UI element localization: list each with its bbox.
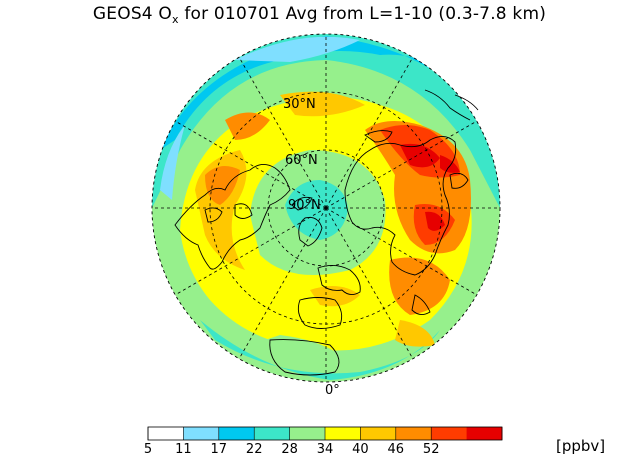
colorbar-swatch — [431, 427, 468, 440]
polar-ozone-map: 30°N 60°N 90°N 0° — [151, 33, 501, 398]
map-boundary — [151, 33, 501, 383]
colorbar-swatch — [218, 427, 255, 440]
units-label: [ppbv] — [556, 437, 606, 455]
colorbar-tick-label: 28 — [281, 442, 298, 457]
colorbar-swatch — [254, 427, 291, 440]
colorbar-tick-label: 40 — [352, 442, 369, 457]
colorbar-swatch — [395, 427, 432, 440]
colorbar-swatch — [289, 427, 326, 440]
lat-label-30: 30°N — [283, 97, 316, 112]
colorbar-swatch — [360, 427, 397, 440]
coastlines — [174, 89, 479, 376]
map-title: GEOS4 Ox for 010701 Avg from L=1-10 (0.3… — [92, 4, 547, 26]
colorbar-tick-label: 52 — [423, 442, 440, 457]
colorbar-swatch — [325, 427, 361, 440]
ozone-field — [152, 34, 500, 382]
meridians — [152, 34, 500, 382]
colorbar-swatch — [148, 427, 184, 440]
colorbar-tick-label: 11 — [175, 442, 192, 457]
colorbar-ticks: 5 11 17 22 28 34 40 46 52 — [144, 427, 440, 457]
colorbar-tick-label: 34 — [317, 442, 334, 457]
colorbar-tick-label: 22 — [246, 442, 263, 457]
colorbar-tick-label: 17 — [211, 442, 228, 457]
lon-label-0: 0° — [325, 383, 340, 398]
colorbar-tick-label: 5 — [144, 442, 152, 457]
colorbar-tick-label: 46 — [388, 442, 405, 457]
colorbar-swatch — [183, 427, 220, 440]
lat-label-90: 90°N — [288, 198, 321, 213]
colorbar-swatch — [466, 427, 503, 440]
lat-label-60: 60°N — [285, 153, 318, 168]
colorbar-swatches — [148, 427, 503, 440]
